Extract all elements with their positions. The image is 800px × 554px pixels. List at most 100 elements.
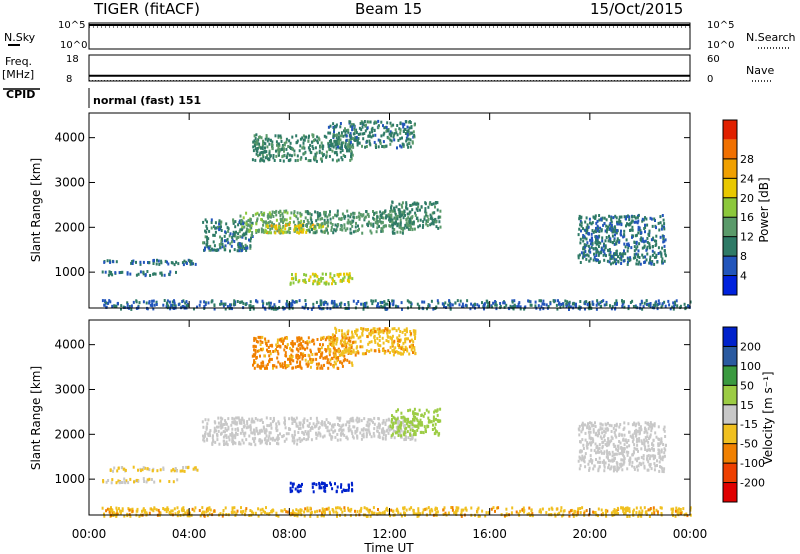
heatmap-cell bbox=[663, 222, 666, 226]
heatmap-cell bbox=[276, 338, 279, 342]
heatmap-cell bbox=[646, 245, 649, 249]
heatmap-cell bbox=[313, 139, 315, 143]
heatmap-cell bbox=[590, 222, 593, 226]
heatmap-cell bbox=[419, 418, 422, 422]
heatmap-cell bbox=[401, 226, 404, 230]
power-ylabel: Slant Range [km] bbox=[29, 158, 43, 262]
heatmap-cell bbox=[613, 242, 616, 246]
heatmap-cell bbox=[131, 509, 134, 513]
heatmap-cell bbox=[641, 509, 644, 513]
heatmap-cell bbox=[615, 262, 617, 266]
heatmap-cell bbox=[619, 252, 622, 256]
heatmap-cell bbox=[301, 423, 304, 427]
heatmap-cell bbox=[256, 418, 259, 422]
heatmap-cell bbox=[632, 305, 635, 308]
colorbar-tick-label: 28 bbox=[740, 153, 754, 166]
heatmap-cell bbox=[333, 350, 336, 354]
heatmap-cell bbox=[398, 202, 401, 206]
heatmap-cell bbox=[283, 416, 286, 420]
heatmap-cell bbox=[614, 258, 617, 262]
heatmap-cell bbox=[627, 422, 630, 426]
heatmap-cell bbox=[589, 221, 591, 225]
heatmap-cell bbox=[244, 231, 247, 235]
heatmap-cell bbox=[649, 464, 652, 468]
heatmap-cell bbox=[633, 240, 636, 244]
heatmap-cell bbox=[339, 303, 341, 306]
heatmap-cell bbox=[595, 235, 598, 238]
heatmap-cell bbox=[155, 301, 158, 305]
heatmap-cell bbox=[348, 280, 351, 284]
heatmap-cell bbox=[277, 442, 280, 446]
heatmap-cell bbox=[361, 434, 364, 437]
heatmap-cell bbox=[395, 131, 398, 135]
heatmap-cell bbox=[315, 422, 318, 426]
heatmap-cell bbox=[557, 299, 559, 303]
heatmap-cell bbox=[321, 159, 323, 163]
heatmap-cell bbox=[660, 254, 663, 258]
heatmap-cell bbox=[641, 246, 644, 250]
heatmap-cell bbox=[612, 229, 615, 232]
heatmap-cell bbox=[303, 138, 306, 142]
heatmap-cell bbox=[356, 143, 359, 147]
heatmap-cell bbox=[307, 221, 310, 224]
heatmap-cell bbox=[644, 239, 647, 243]
heatmap-cell bbox=[412, 135, 415, 139]
heatmap-cell bbox=[585, 300, 588, 304]
heatmap-cell bbox=[595, 303, 598, 307]
heatmap-cell bbox=[406, 137, 409, 141]
heatmap-cell bbox=[285, 432, 288, 436]
heatmap-cell bbox=[304, 157, 307, 161]
heatmap-cell bbox=[256, 150, 259, 154]
heatmap-cell bbox=[291, 512, 294, 516]
heatmap-cell bbox=[644, 255, 647, 259]
heatmap-cell bbox=[405, 337, 408, 341]
heatmap-cell bbox=[266, 512, 268, 516]
heatmap-cell bbox=[555, 507, 558, 511]
heatmap-cell bbox=[210, 300, 213, 304]
heatmap-cell bbox=[348, 141, 351, 145]
heatmap-cell bbox=[265, 150, 268, 154]
colorbar-segment bbox=[723, 236, 737, 257]
heatmap-cell bbox=[333, 300, 336, 303]
heatmap-cell bbox=[312, 358, 315, 362]
heatmap-cell bbox=[618, 425, 621, 429]
heatmap-cell bbox=[390, 134, 393, 138]
heatmap-cell bbox=[428, 202, 431, 206]
heatmap-cell bbox=[255, 426, 258, 430]
heatmap-cell bbox=[132, 465, 135, 469]
heatmap-cell bbox=[201, 510, 204, 514]
heatmap-cell bbox=[601, 239, 604, 243]
heatmap-cell bbox=[336, 140, 339, 144]
heatmap-cell bbox=[168, 272, 171, 276]
heatmap-cell bbox=[385, 126, 388, 129]
heatmap-cell bbox=[396, 342, 399, 346]
heatmap-cell bbox=[399, 128, 402, 132]
heatmap-cell bbox=[362, 432, 365, 436]
heatmap-cell bbox=[444, 301, 447, 305]
heatmap-cell bbox=[393, 231, 396, 235]
heatmap-cell bbox=[371, 302, 374, 306]
heatmap-cell bbox=[437, 226, 440, 230]
heatmap-cell bbox=[664, 252, 667, 256]
heatmap-cell bbox=[634, 234, 637, 238]
heatmap-cell bbox=[399, 330, 402, 333]
heatmap-cell bbox=[288, 231, 291, 235]
heatmap-cell bbox=[638, 242, 641, 246]
heatmap-cell bbox=[417, 219, 420, 223]
heatmap-cell bbox=[362, 213, 365, 217]
heatmap-cell bbox=[332, 301, 334, 305]
heatmap-cell bbox=[323, 363, 325, 367]
heatmap-cell bbox=[306, 342, 309, 346]
heatmap-cell bbox=[407, 227, 410, 231]
heatmap-cell bbox=[397, 337, 400, 341]
heatmap-cell bbox=[638, 256, 641, 259]
heatmap-cell bbox=[640, 301, 643, 305]
heatmap-cell bbox=[422, 414, 425, 418]
heatmap-cell bbox=[439, 407, 442, 411]
heatmap-cell bbox=[320, 514, 323, 518]
heatmap-cell bbox=[402, 125, 405, 129]
heatmap-cell bbox=[254, 436, 257, 440]
heatmap-cell bbox=[409, 339, 411, 343]
heatmap-cell bbox=[222, 302, 225, 306]
heatmap-cell bbox=[267, 221, 270, 225]
